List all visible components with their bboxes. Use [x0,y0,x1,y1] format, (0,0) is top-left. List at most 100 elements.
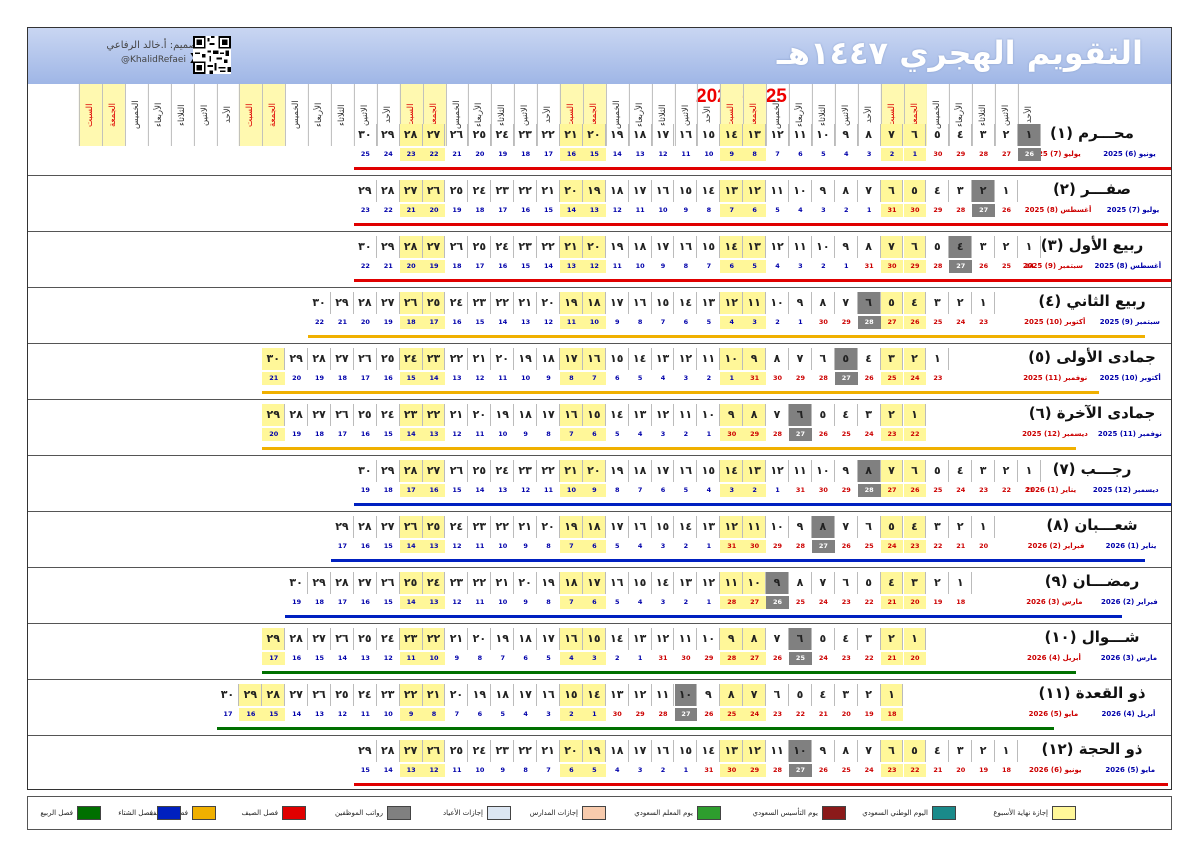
hijri-day: ٢٤ [468,180,492,202]
hijri-day: ٢٨ [354,292,377,314]
gregorian-day: 29 [956,150,966,158]
hijri-day: ٩ [743,348,767,370]
month-row: شعـــبان (٨) يناير (1) 2026 فبراير (2) 202… [28,512,1171,568]
gregorian-day: 3 [660,598,666,606]
hijri-day: ٩ [812,180,835,202]
hijri-day: ٢٤ [377,628,400,650]
gregorian-day: 26 [903,316,927,329]
gregorian-day: 6 [683,318,689,326]
gregorian-day: 2 [743,484,767,497]
gregorian-day: 2 [660,766,666,774]
hijri-day: ١٢ [766,236,789,258]
hijri-day: ١٩ [537,572,560,594]
hijri-day: ٣ [972,124,996,146]
hijri-day: ٣ [972,460,996,482]
hijri-day: ٢٧ [422,460,446,482]
gregorian-day: 22 [315,318,325,326]
gregorian-day: 9 [523,542,528,550]
gregorian-day: 15 [315,654,325,662]
hijri-day: ١١ [652,684,675,706]
gregorian-day: 28 [795,542,805,550]
gregorian-day: 22 [422,148,446,161]
hijri-day: ٢٢ [399,684,423,706]
hijri-day: ١١ [743,516,767,538]
hijri-day: ٢١ [491,572,515,594]
hijri-day: ١٢ [697,572,721,594]
gregorian-day: 20 [399,260,423,273]
hijri-day: ٦ [903,124,927,146]
gregorian-day: 27 [972,204,996,217]
gregorian-day: 18 [383,486,393,494]
gregorian-day: 29 [795,374,805,382]
gregorian-month-end: أبريل (4) 2026 [1026,654,1081,662]
gregorian-day: 28 [720,596,744,609]
hijri-day: ١٠ [789,740,812,762]
hijri-day: ٢٠ [582,124,606,146]
hijri-day: ٤ [835,404,858,426]
legend-item: إجازات المدارس [530,806,606,820]
gregorian-day: 16 [498,262,508,270]
gregorian-day: 30 [743,540,767,553]
gregorian-day: 13 [422,540,446,553]
gregorian-day: 30 [720,428,744,441]
gregorian-day: 29 [635,710,645,718]
gregorian-day: 18 [399,316,423,329]
month-name: شعـــبان (٨) [1046,516,1138,534]
hijri-day: ٣٠ [354,236,377,258]
gregorian-day: 22 [903,764,927,777]
hijri-day: ١ [949,572,973,594]
gregorian-day: 19 [422,260,446,273]
hijri-day: ١٥ [606,348,629,370]
month-name: رمضـــان (٩) [1044,572,1140,590]
hijri-day: ٢٥ [354,404,377,426]
hijri-day: ١٦ [629,292,652,314]
gregorian-day: 13 [315,710,325,718]
gregorian-day: 5 [614,430,620,438]
gregorian-day: 6 [582,428,606,441]
hijri-day: ١٩ [582,180,606,202]
gregorian-day: 15 [521,262,531,270]
month-row: ذو الحجة (١٢) مايو (5) 2026 يونيو (6) 2026… [28,736,1171,789]
legend-label: فصل الربيع [40,809,73,817]
gregorian-day: 29 [841,318,851,326]
hijri-day: ٤ [880,572,904,594]
hijri-day: ٥ [880,292,904,314]
gregorian-day: 17 [475,262,485,270]
hijri-day: ١٨ [629,460,652,482]
gregorian-day: 27 [834,372,858,385]
hijri-day: ٢٧ [399,180,423,202]
calendar-frame: التقويم الهجري ١٤٤٧هـ تصميم: أ.خالد الرف… [27,27,1172,790]
gregorian-day: 15 [262,708,286,721]
gregorian-day: 31 [720,540,744,553]
hijri-day: ٢٢ [422,404,446,426]
gregorian-day: 31 [880,204,904,217]
hijri-day: ١٠ [766,516,789,538]
hijri-day: ٢٤ [491,124,515,146]
gregorian-day: 4 [660,374,666,382]
gregorian-day: 23 [880,764,904,777]
gregorian-day: 12 [582,260,606,273]
month-name: ربيع الثاني (٤) [1038,292,1146,310]
gregorian-day: 6 [582,596,606,609]
hijri-day: ٣ [926,292,950,314]
hijri-day: ١٨ [491,684,515,706]
hijri-day: ١٥ [560,684,583,706]
hijri-day: ٧ [766,628,789,650]
hijri-day: ٢٦ [422,740,446,762]
gregorian-month-end: فبراير (2) 2026 [1027,542,1085,550]
hijri-day: ١٥ [697,236,721,258]
gregorian-day: 16 [292,654,302,662]
gregorian-day: 13 [452,374,462,382]
hijri-day: ١١ [697,348,721,370]
hijri-day: ٣٠ [354,124,377,146]
gregorian-day: 10 [635,262,645,270]
hijri-day: ١٥ [652,516,675,538]
legend-label: اليوم الوطني السعودي [862,809,928,817]
hijri-day: ١٨ [629,124,652,146]
hijri-day: ٢٣ [514,236,538,258]
gregorian-day: 23 [360,206,370,214]
gregorian-day: 17 [544,150,554,158]
hijri-day: ٩ [835,124,858,146]
gregorian-day: 16 [560,148,583,161]
gregorian-month-end: مايو (5) 2026 [1028,710,1079,718]
